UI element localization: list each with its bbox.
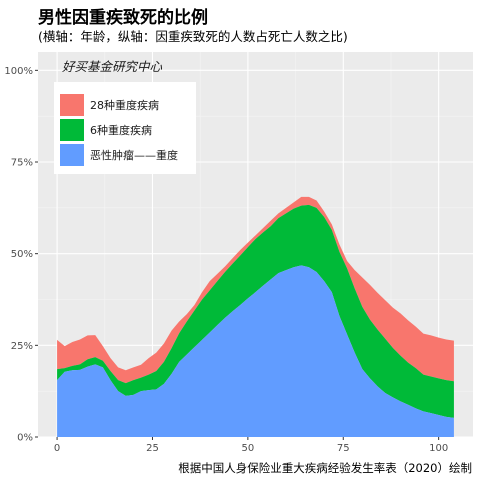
y-tick-label: 50%: [11, 249, 33, 260]
legend-label: 6种重度疾病: [90, 123, 152, 137]
chart-title: 男性因重疾致死的比例: [38, 8, 208, 28]
x-tick-label: 100: [429, 443, 448, 454]
legend-key: [60, 94, 84, 116]
legend-label: 28种重度疾病: [90, 98, 159, 112]
y-tick-label: 0%: [17, 433, 33, 444]
legend-key: [60, 144, 84, 166]
area-0: [57, 265, 454, 437]
x-tick-label: 50: [242, 443, 255, 454]
chart-subtitle: (横轴：年龄，纵轴：因重疾致死的人数占死亡人数之比): [38, 29, 348, 44]
y-tick-label: 100%: [4, 66, 33, 77]
axes: 0% 25% 50% 75% 100% 0 25 50 75 100: [4, 66, 448, 454]
area-series: [57, 196, 454, 437]
chart-caption: 根据中国人身保险业重大疾病经验发生率表（2020）绘制: [178, 461, 472, 475]
x-tick-label: 25: [146, 443, 159, 454]
y-tick-label: 75%: [11, 158, 33, 169]
watermark: 好买基金研究中心: [62, 59, 163, 74]
legend-key: [60, 119, 84, 141]
y-tick-label: 25%: [11, 341, 33, 352]
x-tick-label: 0: [54, 443, 60, 454]
x-tick-label: 75: [337, 443, 350, 454]
area-1: [57, 204, 454, 418]
area-2: [57, 196, 454, 384]
legend-label: 恶性肿瘤——重度: [90, 148, 178, 162]
